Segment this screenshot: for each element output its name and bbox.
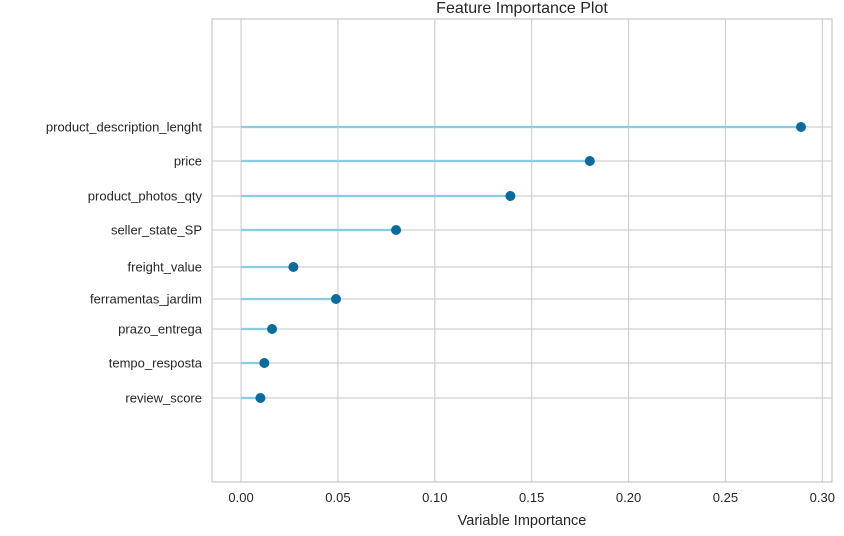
y-category-label: seller_state_SP [111,223,202,238]
importance-marker [391,225,402,235]
importance-marker [259,358,270,368]
importance-marker [288,262,299,272]
y-category-label: tempo_resposta [109,356,203,371]
plot-frame [211,18,833,483]
x-tick-label: 0.15 [519,490,544,505]
x-tick-label: 0.10 [422,490,447,505]
grid-layer [212,19,832,482]
x-axis-label: Variable Importance [458,513,587,529]
x-tick-label: 0.25 [713,490,738,505]
x-tick-label: 0.05 [325,490,350,505]
importance-marker [267,324,278,334]
y-category-label: price [174,154,202,169]
x-tick-label: 0.30 [810,490,835,505]
text-layer: Feature Importance Plot Variable Importa… [46,0,835,529]
y-category-label: prazo_entrega [118,322,203,337]
y-category-label: ferramentas_jardim [90,292,202,307]
x-tick-label: 0.20 [616,490,641,505]
plot-border [211,18,833,483]
y-category-label: freight_value [128,260,202,275]
marks-layer [241,122,806,403]
importance-marker [505,191,516,201]
y-category-label: review_score [125,391,202,406]
x-tick-label: 0.00 [228,490,253,505]
y-category-label: product_photos_qty [88,189,203,204]
y-category-label: product_description_lenght [46,120,202,135]
importance-marker [584,156,595,166]
chart-title: Feature Importance Plot [436,0,608,17]
importance-marker [796,122,806,132]
importance-marker [255,393,266,403]
importance-marker [331,294,341,304]
